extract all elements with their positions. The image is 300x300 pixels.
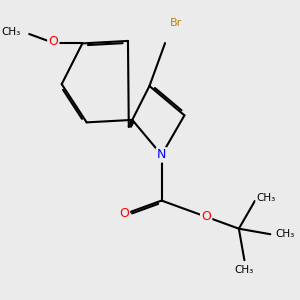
Text: N: N bbox=[157, 148, 166, 161]
Text: CH₃: CH₃ bbox=[235, 265, 254, 275]
Text: CH₃: CH₃ bbox=[256, 193, 276, 203]
Text: O: O bbox=[119, 207, 129, 220]
Text: CH₃: CH₃ bbox=[2, 27, 21, 38]
Text: CH₃: CH₃ bbox=[275, 229, 295, 239]
Text: O: O bbox=[48, 35, 58, 48]
Text: Br: Br bbox=[170, 18, 182, 28]
Text: O: O bbox=[201, 210, 211, 223]
